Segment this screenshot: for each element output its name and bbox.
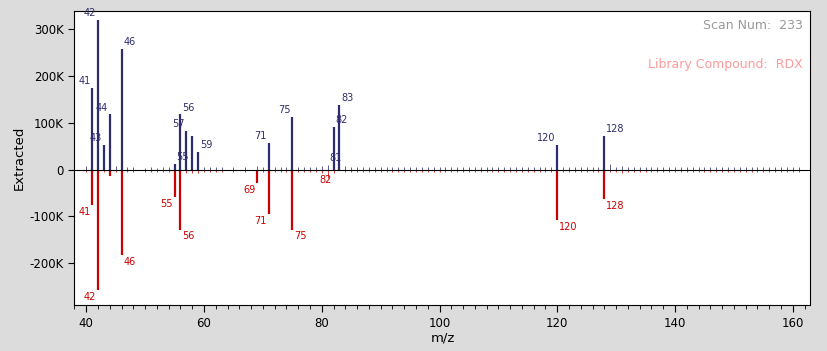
Text: 82: 82 [335, 115, 347, 125]
Text: 59: 59 [200, 140, 213, 150]
Text: 55: 55 [160, 199, 173, 208]
Text: 75: 75 [278, 105, 290, 115]
Text: 41: 41 [78, 207, 90, 217]
Text: 81: 81 [329, 153, 342, 163]
Text: 128: 128 [606, 200, 624, 211]
Text: Library Compound:  RDX: Library Compound: RDX [648, 58, 803, 71]
Text: 41: 41 [78, 76, 90, 86]
Text: 69: 69 [243, 185, 256, 194]
Text: 120: 120 [537, 133, 556, 144]
Text: 42: 42 [84, 8, 96, 18]
Text: 57: 57 [172, 119, 184, 130]
Text: 42: 42 [84, 292, 96, 302]
Text: 56: 56 [182, 102, 194, 113]
Text: 55: 55 [176, 152, 189, 162]
Text: 46: 46 [123, 37, 136, 47]
Text: 82: 82 [319, 175, 332, 185]
Text: 71: 71 [255, 131, 267, 141]
X-axis label: m/z: m/z [430, 332, 455, 345]
Text: 120: 120 [559, 222, 577, 232]
Text: 44: 44 [96, 102, 108, 113]
Y-axis label: Extracted: Extracted [12, 126, 26, 190]
Text: 46: 46 [123, 257, 136, 267]
Text: 56: 56 [182, 231, 194, 241]
Text: 75: 75 [294, 231, 307, 241]
Text: 128: 128 [606, 124, 624, 134]
Text: 43: 43 [90, 133, 102, 144]
Text: 83: 83 [342, 93, 353, 103]
Text: Scan Num:  233: Scan Num: 233 [703, 19, 803, 32]
Text: 71: 71 [255, 216, 267, 226]
